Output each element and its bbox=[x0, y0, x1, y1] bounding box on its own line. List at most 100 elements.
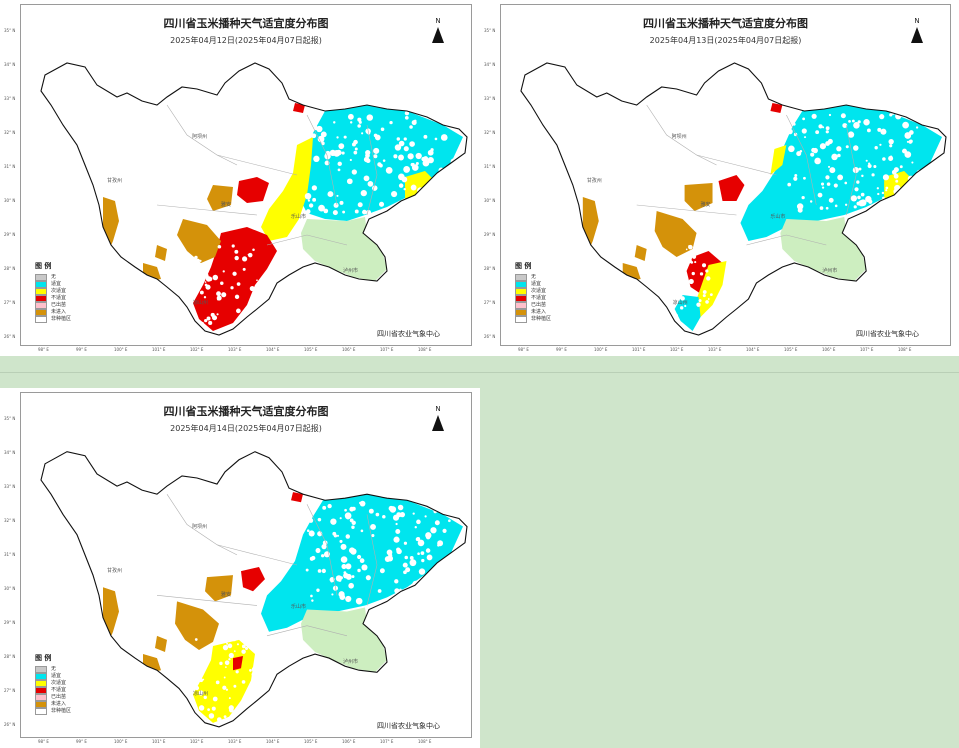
place-label: 阿坝州 bbox=[671, 134, 687, 140]
lon-label: 98° E bbox=[38, 739, 49, 744]
legend-label: 不适宜 bbox=[51, 295, 67, 301]
lon-label: 102° E bbox=[670, 347, 684, 352]
legend-item: 无 bbox=[515, 274, 551, 281]
legend-label: 无 bbox=[51, 274, 57, 280]
lat-label: 33° N bbox=[4, 96, 16, 101]
legend-item: 非种植区 bbox=[515, 316, 551, 323]
lon-label: 103° E bbox=[228, 739, 242, 744]
legend-item: 无 bbox=[35, 274, 71, 281]
lat-label: 30° N bbox=[4, 586, 16, 591]
north-arrow-icon: N bbox=[431, 405, 445, 431]
legend-item: 适宜 bbox=[35, 281, 71, 288]
legend: 图 例无适宜 次适宜 不适宜 已出苗 未进入 非种植区 bbox=[35, 261, 71, 323]
lon-label: 108° E bbox=[898, 347, 912, 352]
legend-item: 次适宜 bbox=[35, 288, 71, 295]
place-label: 雅安 bbox=[700, 202, 711, 208]
place-label: 甘孜州 bbox=[586, 178, 602, 184]
place-label: 凉山州 bbox=[193, 300, 209, 306]
suitable-region bbox=[674, 295, 701, 331]
legend-swatch bbox=[515, 309, 527, 316]
legend-label: 适宜 bbox=[51, 673, 62, 679]
legend-label: 非种植区 bbox=[51, 708, 72, 714]
sub-suitable-region bbox=[770, 145, 787, 175]
legend-label: 次适宜 bbox=[51, 288, 67, 294]
lon-label: 98° E bbox=[518, 347, 529, 352]
lon-label: 100° E bbox=[594, 347, 608, 352]
unsuitable-region bbox=[770, 103, 783, 113]
legend: 图 例无适宜 次适宜 不适宜 已出苗 未进入 非种植区 bbox=[35, 653, 71, 715]
lat-label: 29° N bbox=[484, 232, 496, 237]
lat-label: 28° N bbox=[484, 266, 496, 271]
north-arrow-icon: N bbox=[431, 17, 445, 43]
legend-label: 不适宜 bbox=[51, 687, 67, 693]
place-label: 泸州市 bbox=[822, 268, 838, 274]
legend-swatch bbox=[515, 281, 527, 288]
place-label: 雅安 bbox=[221, 592, 232, 599]
lat-label: 34° N bbox=[4, 62, 16, 67]
lon-label: 107° E bbox=[380, 347, 394, 352]
unsuitable-region bbox=[293, 103, 305, 113]
legend-swatch bbox=[35, 680, 47, 687]
legend-label: 已出苗 bbox=[531, 302, 547, 308]
lat-label: 26° N bbox=[4, 722, 16, 727]
legend-swatch bbox=[35, 673, 47, 680]
not-entered-region bbox=[634, 245, 647, 261]
not-entered-region bbox=[155, 245, 167, 261]
legend-label: 次适宜 bbox=[51, 680, 67, 686]
legend-label: 不适宜 bbox=[531, 295, 547, 301]
lon-label: 105° E bbox=[784, 347, 798, 352]
lat-label: 26° N bbox=[4, 334, 16, 339]
legend-swatch bbox=[515, 316, 527, 323]
legend-label: 适宜 bbox=[531, 281, 542, 287]
not-entered-region bbox=[175, 601, 219, 650]
lat-label: 34° N bbox=[4, 450, 16, 455]
lat-label: 33° N bbox=[4, 484, 16, 489]
lon-label: 101° E bbox=[152, 739, 166, 744]
legend-item: 不适宜 bbox=[35, 687, 71, 694]
unsuitable-region bbox=[241, 567, 265, 592]
lat-label: 30° N bbox=[484, 198, 496, 203]
legend-label: 未进入 bbox=[51, 701, 67, 707]
lon-label: 100° E bbox=[114, 347, 128, 352]
lat-label: 30° N bbox=[4, 198, 16, 203]
unsuitable-region bbox=[237, 177, 269, 203]
place-label: 阿坝州 bbox=[192, 134, 208, 140]
lat-label: 35° N bbox=[4, 28, 16, 33]
legend-swatch bbox=[35, 274, 47, 281]
north-label: N bbox=[435, 405, 441, 413]
legend-swatch bbox=[515, 295, 527, 302]
legend-label: 非种植区 bbox=[51, 316, 72, 322]
lat-label: 33° N bbox=[484, 96, 496, 101]
lon-label: 98° E bbox=[38, 347, 49, 352]
map-subtitle: 2025年04月14日(2025年04月07日起报) bbox=[170, 424, 322, 433]
legend-item: 已出苗 bbox=[515, 302, 551, 309]
lat-label: 29° N bbox=[4, 620, 16, 625]
not-entered-region bbox=[207, 185, 233, 211]
legend-item: 无 bbox=[35, 666, 71, 673]
lon-label: 108° E bbox=[418, 347, 432, 352]
credit-text: 四川省农业气象中心 bbox=[377, 722, 440, 730]
legend-label: 未进入 bbox=[531, 309, 547, 315]
sub-suitable-region bbox=[261, 137, 313, 241]
legend-item: 已出苗 bbox=[35, 694, 71, 701]
lon-label: 104° E bbox=[266, 739, 280, 744]
north-label: N bbox=[435, 17, 441, 25]
lat-label: 29° N bbox=[4, 232, 16, 237]
legend-item: 次适宜 bbox=[35, 680, 71, 687]
map-frame: 四川省玉米播种天气适宜度分布图 2025年04月14日(2025年04月07日起报… bbox=[20, 392, 472, 738]
lat-label: 28° N bbox=[4, 266, 16, 271]
north-label: N bbox=[914, 17, 920, 25]
suitable-region bbox=[740, 105, 943, 241]
place-label: 甘孜州 bbox=[107, 568, 123, 575]
legend: 图 例无适宜 次适宜 不适宜 已出苗 未进入 非种植区 bbox=[515, 261, 551, 323]
separator-line bbox=[0, 372, 959, 373]
lat-label: 27° N bbox=[4, 688, 16, 693]
lat-label: 32° N bbox=[484, 130, 496, 135]
legend-swatch bbox=[35, 701, 47, 708]
map-title: 四川省玉米播种天气适宜度分布图 bbox=[643, 17, 808, 30]
legend-swatch bbox=[35, 708, 47, 715]
lat-label: 32° N bbox=[4, 518, 16, 523]
map-panel-2: 四川省玉米播种天气适宜度分布图 2025年04月13日(2025年04月07日起报… bbox=[480, 0, 959, 356]
legend-label: 未进入 bbox=[51, 309, 67, 315]
legend-swatch bbox=[35, 295, 47, 302]
